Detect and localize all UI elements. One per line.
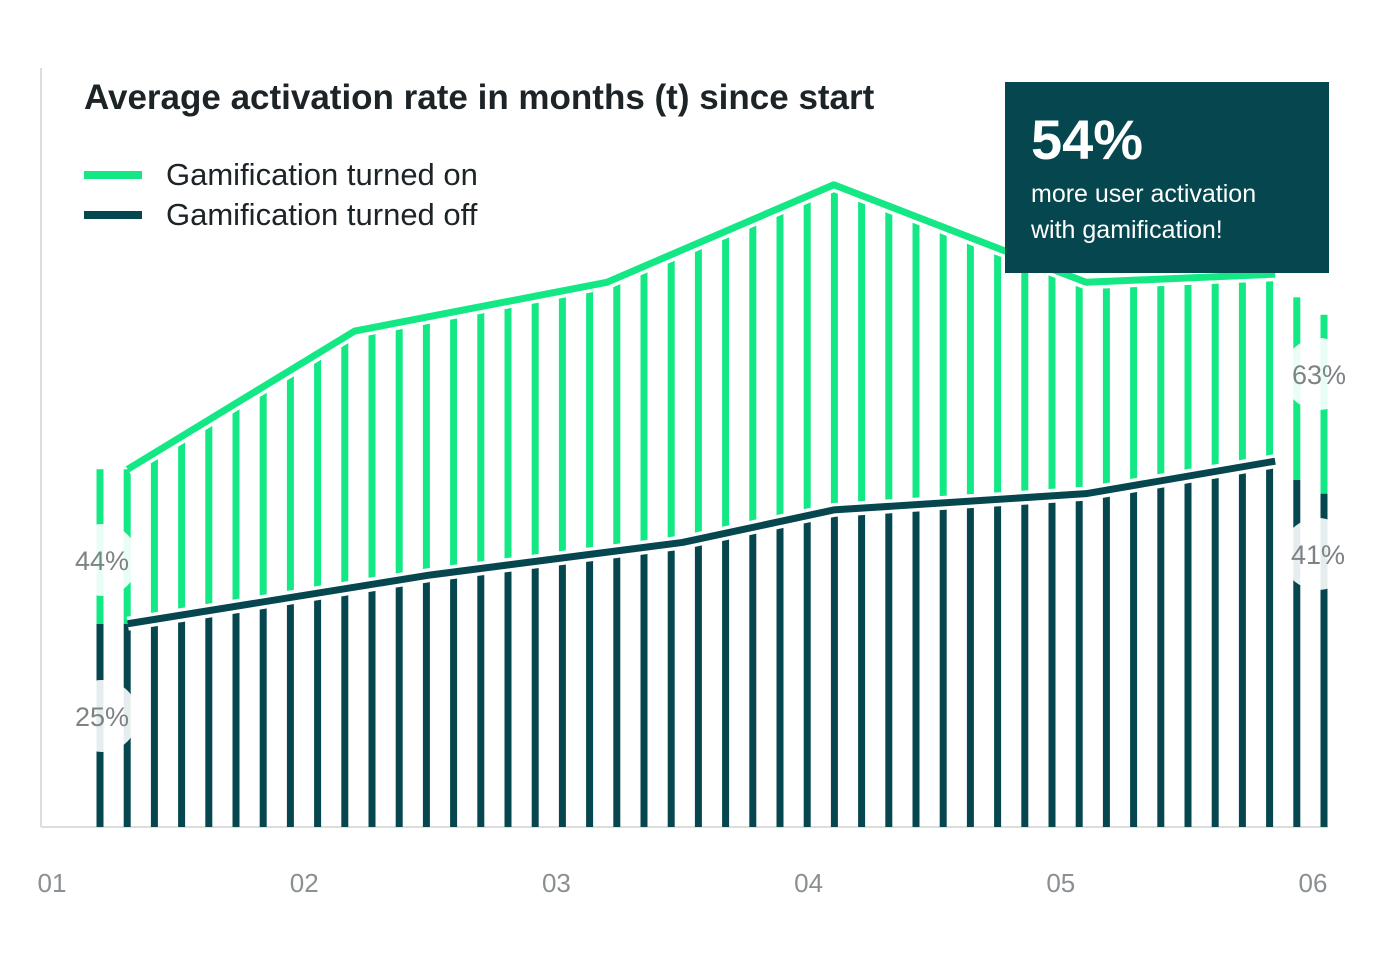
legend-label-off: Gamification turned off xyxy=(166,197,478,232)
legend: Gamification turned on Gamification turn… xyxy=(84,155,478,235)
label-start-off: 25% xyxy=(75,702,129,732)
legend-label-on: Gamification turned on xyxy=(166,157,478,192)
callout-text-line1: more user activation xyxy=(1031,180,1257,208)
legend-swatch-on xyxy=(84,171,142,179)
legend-item-off: Gamification turned off xyxy=(84,195,478,235)
label-start-on: 44% xyxy=(75,546,129,576)
x-tick-label-04: 04 xyxy=(794,868,823,898)
x-tick-label-02: 02 xyxy=(290,868,319,898)
label-end-off-bg xyxy=(1282,518,1354,590)
callout-text-line2: with gamification! xyxy=(1031,216,1223,244)
x-tick-label-05: 05 xyxy=(1046,868,1075,898)
series-line-on xyxy=(125,181,1276,473)
label-end-on: 63% xyxy=(1292,360,1346,390)
series-line-off xyxy=(127,457,1276,628)
x-tick-label-03: 03 xyxy=(542,868,571,898)
chart-title: Average activation rate in months (t) si… xyxy=(84,78,875,117)
label-end-on-bg xyxy=(1283,338,1355,410)
label-end-off: 41% xyxy=(1291,540,1345,570)
label-start-on-bg xyxy=(66,524,138,596)
legend-swatch-off xyxy=(84,211,142,219)
callout-text: more user activation with gamification! xyxy=(1031,176,1305,248)
label-start-off-bg xyxy=(66,680,138,752)
callout-headline: 54% xyxy=(1031,108,1144,171)
legend-item-on: Gamification turned on xyxy=(84,155,478,195)
x-tick-label-01: 01 xyxy=(38,868,67,898)
x-tick-label-06: 06 xyxy=(1299,868,1328,898)
callout-box: 54% more user activation with gamificati… xyxy=(1005,82,1329,273)
